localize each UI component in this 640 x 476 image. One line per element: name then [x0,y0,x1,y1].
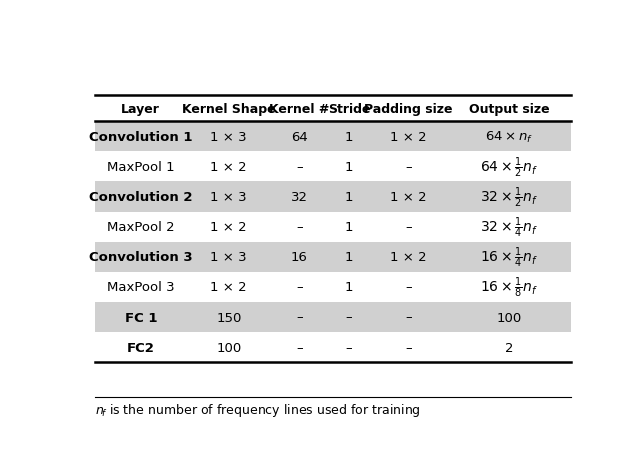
Bar [95,182,571,212]
Text: 32: 32 [291,191,308,204]
Text: MaxPool 3: MaxPool 3 [107,281,175,294]
Bar [95,242,571,272]
Bar [95,302,571,332]
Text: –: – [296,221,303,234]
Text: 1: 1 [345,191,353,204]
Text: MaxPool 2: MaxPool 2 [107,221,175,234]
Text: Kernel #: Kernel # [269,102,330,115]
Text: $16 \times \frac{1}{4}n_f$: $16 \times \frac{1}{4}n_f$ [480,245,538,269]
Text: $32 \times \frac{1}{4}n_f$: $32 \times \frac{1}{4}n_f$ [480,215,538,239]
Text: –: – [346,341,353,354]
Text: Padding size: Padding size [364,102,453,115]
Text: Output size: Output size [468,102,549,115]
Text: 1 × 2: 1 × 2 [211,221,247,234]
Text: 1: 1 [345,281,353,294]
Text: –: – [296,281,303,294]
Text: 1: 1 [345,251,353,264]
Text: –: – [296,160,303,174]
Text: 1 × 3: 1 × 3 [211,130,247,143]
Text: 100: 100 [216,341,241,354]
Text: –: – [296,311,303,324]
Text: 150: 150 [216,311,241,324]
Text: $64 \times n_f$: $64 \times n_f$ [485,129,533,145]
Text: 1: 1 [345,221,353,234]
Text: 1 × 2: 1 × 2 [390,130,427,143]
Text: Stride: Stride [328,102,371,115]
Text: MaxPool 1: MaxPool 1 [107,160,175,174]
Text: –: – [405,221,412,234]
Text: –: – [296,341,303,354]
Text: FC2: FC2 [127,341,155,354]
Text: 1 × 2: 1 × 2 [390,191,427,204]
Text: $32 \times \frac{1}{2}n_f$: $32 \times \frac{1}{2}n_f$ [480,185,538,209]
Text: $64 \times \frac{1}{2}n_f$: $64 \times \frac{1}{2}n_f$ [480,155,538,179]
Text: 1 × 2: 1 × 2 [390,251,427,264]
Text: FC 1: FC 1 [125,311,157,324]
Text: 100: 100 [497,311,522,324]
Text: Kernel Shape: Kernel Shape [182,102,276,115]
Bar [95,122,571,152]
Text: –: – [405,281,412,294]
Text: Convolution 1: Convolution 1 [89,130,193,143]
Text: 1 × 3: 1 × 3 [211,251,247,264]
Text: Convolution 3: Convolution 3 [89,251,193,264]
Text: 2: 2 [505,341,513,354]
Text: –: – [405,341,412,354]
Text: –: – [405,311,412,324]
Text: 1: 1 [345,130,353,143]
Text: 1 × 2: 1 × 2 [211,160,247,174]
Text: Layer: Layer [122,102,160,115]
Text: 1 × 3: 1 × 3 [211,191,247,204]
Text: 1 × 2: 1 × 2 [211,281,247,294]
Text: $\mathbf{\mathit{n}}_{\!\mathit{f}}$ is the number of frequency lines used for t: $\mathbf{\mathit{n}}_{\!\mathit{f}}$ is … [95,401,420,418]
Text: 16: 16 [291,251,308,264]
Text: 1: 1 [345,160,353,174]
Text: Convolution 2: Convolution 2 [89,191,193,204]
Text: –: – [346,311,353,324]
Text: –: – [405,160,412,174]
Text: 64: 64 [291,130,308,143]
Text: $16 \times \frac{1}{8}n_f$: $16 \times \frac{1}{8}n_f$ [480,275,538,299]
